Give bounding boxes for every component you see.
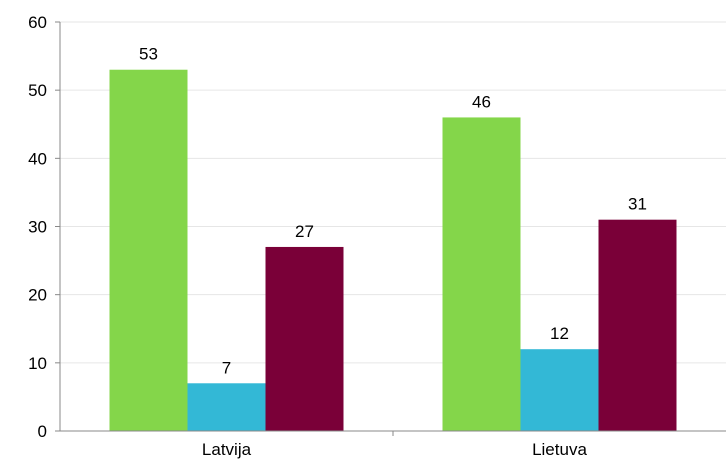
data-label: 7 (222, 358, 231, 377)
bar-lietuva-0 (442, 117, 521, 431)
axes (55, 21, 726, 436)
y-tick-label: 60 (28, 13, 47, 32)
data-label: 31 (628, 195, 647, 214)
bar-lietuva-2 (598, 219, 677, 431)
y-tick-label: 10 (28, 354, 47, 373)
labels: 0 10 20 30 40 50 60 53 7 27 Latvija 46 12 31 Lietuva (28, 13, 647, 459)
bar-latvija-0 (109, 69, 188, 431)
bars (109, 69, 677, 431)
data-label: 46 (472, 92, 491, 111)
data-label: 53 (139, 45, 158, 64)
y-tick-label: 30 (28, 218, 47, 237)
y-tick-label: 0 (38, 422, 47, 441)
y-tick-label: 20 (28, 286, 47, 305)
y-tick-label: 40 (28, 149, 47, 168)
x-category-label: Latvija (202, 440, 252, 459)
bar-latvija-1 (187, 383, 266, 431)
bar-lietuva-1 (520, 349, 599, 431)
data-label: 27 (295, 222, 314, 241)
data-label: 12 (550, 324, 569, 343)
x-category-label: Lietuva (532, 440, 587, 459)
y-tick-label: 50 (28, 81, 47, 100)
bar-latvija-2 (265, 246, 344, 431)
